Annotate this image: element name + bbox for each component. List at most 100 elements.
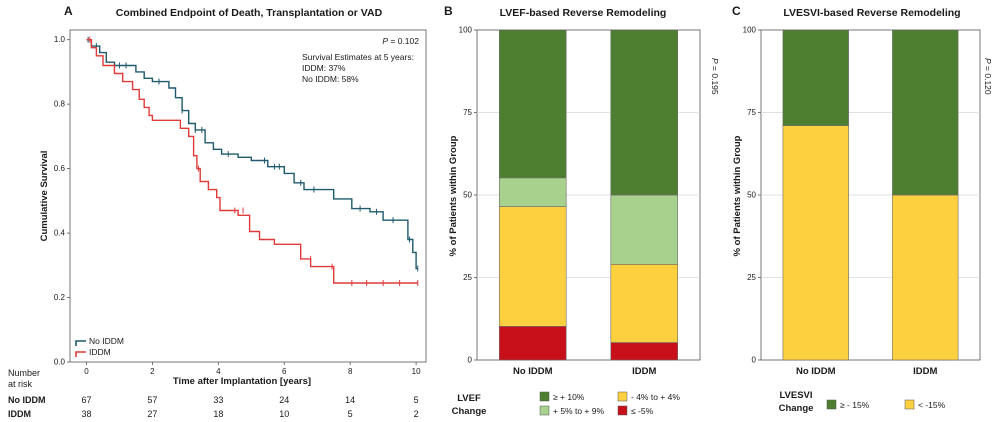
risk-value: 5	[348, 409, 353, 419]
legend-label: ≥ + 10%	[553, 392, 585, 402]
legend-swatch	[539, 391, 550, 402]
lvef-p-label: P	[710, 58, 720, 64]
km-legend: No IDDM IDDM	[75, 336, 124, 357]
bar-y-tick-label: 75	[747, 108, 756, 117]
legend-swatch	[904, 399, 915, 410]
legend-swatch	[617, 391, 628, 402]
lvef-panel: B LVEF-based Reverse Remodeling % of Pat…	[444, 4, 720, 417]
lvef-legend-title-line1: LVEF	[457, 393, 481, 404]
km-legend-no-iddm-swatch	[75, 340, 86, 346]
bar-category-label: No IDDM	[513, 366, 553, 377]
km-y-ticks: 0.0 0.2 0.4 0.6 0.8 1.0	[54, 35, 70, 367]
lvesvi-p-value: P = 0.120	[983, 58, 993, 95]
km-x-tick-label: 0	[84, 367, 89, 376]
km-x-tick-label: 4	[216, 367, 221, 376]
lvesvi-p-number: = 0.120	[983, 64, 993, 95]
km-p-value: P = 0.102	[382, 36, 419, 46]
bar-y-tick-label: 25	[463, 273, 472, 282]
bar-y-tick-label: 100	[459, 26, 473, 35]
lvesvi-panel: C LVESVI-based Reverse Remodeling % of P…	[732, 4, 993, 414]
bar-segment-5-to-9	[610, 194, 678, 265]
bar-y-tick-label: 0	[468, 356, 473, 365]
bar-category-label: IDDM	[913, 366, 937, 377]
km-x-tick-label: 2	[150, 367, 155, 376]
km-curves	[86, 36, 419, 287]
risk-value: 38	[81, 409, 91, 419]
panel-letter-a: A	[64, 4, 73, 18]
km-curve-no-iddm	[86, 39, 418, 270]
legend-swatch	[617, 405, 628, 416]
risk-value: 24	[279, 395, 289, 405]
km-y-tick-label: 0.8	[54, 100, 66, 109]
bar-y-tick-label: 0	[752, 356, 757, 365]
risk-row-label-no-iddm: No IDDM	[8, 395, 46, 405]
lvef-chart: 0 25 50 75 100 No IDDM IDDM	[459, 26, 701, 377]
bar-segment-5-to-9	[498, 177, 567, 207]
lvef-p-number: = 0.195	[710, 64, 720, 95]
risk-header-line1: Number	[8, 368, 40, 378]
bar-segment-10	[498, 29, 567, 179]
risk-value: 18	[213, 409, 223, 419]
lvef-p-value: P = 0.195	[710, 58, 720, 95]
bar-y-tick-label: 100	[743, 26, 757, 35]
bar-y-tick-label: 75	[463, 108, 472, 117]
legend-label: + 5% to + 9%	[553, 406, 604, 416]
bar-segment-4-to-4	[610, 263, 678, 343]
lvesvi-legend-title-line1: LVESVI	[779, 390, 812, 401]
km-x-ticks: 0 2 4 6 8 10	[84, 362, 421, 376]
km-panel: A Combined Endpoint of Death, Transplant…	[8, 4, 427, 419]
km-legend-no-iddm-label: No IDDM	[89, 336, 124, 346]
risk-value: 33	[213, 395, 223, 405]
km-estimate-iddm: IDDM: 37%	[302, 63, 346, 73]
km-x-tick-label: 6	[282, 367, 287, 376]
risk-header-line2: at risk	[8, 379, 33, 389]
bar-y-tick-label: 50	[463, 191, 472, 200]
risk-value: 67	[81, 395, 91, 405]
lvesvi-title: LVESVI-based Reverse Remodeling	[783, 7, 960, 19]
lvesvi-legend-title-line2: Change	[779, 403, 814, 414]
bar-segment-15	[892, 29, 959, 196]
km-x-axis-label: Time after Implantation [years]	[173, 376, 311, 387]
risk-row-label-iddm: IDDM	[8, 409, 31, 419]
bar-segment-15	[892, 194, 959, 361]
lvef-y-axis-label: % of Patients within Group	[448, 135, 459, 256]
risk-value: 14	[345, 395, 355, 405]
risk-value: 57	[147, 395, 157, 405]
km-y-tick-label: 1.0	[54, 35, 66, 44]
bar-segment-5	[610, 342, 678, 361]
lvef-title: LVEF-based Reverse Remodeling	[500, 7, 667, 19]
lvesvi-legend: ≥ - 15% < -15%	[826, 399, 946, 410]
bar-segment-15	[782, 29, 849, 126]
km-x-tick-label: 10	[412, 367, 421, 376]
lvef-legend: ≥ + 10% - 4% to + 4% + 5% to + 9% ≤ -5%	[539, 391, 680, 416]
km-estimates-title: Survival Estimates at 5 years:	[302, 52, 414, 62]
bar-segment-5	[498, 326, 567, 361]
lvesvi-y-axis-label: % of Patients within Group	[732, 135, 743, 256]
risk-value: 2	[414, 409, 419, 419]
risk-value: 10	[279, 409, 289, 419]
bar-category-label: IDDM	[632, 366, 656, 377]
lvef-legend-title-line2: Change	[452, 406, 487, 417]
km-y-axis-label: Cumulative Survival	[39, 151, 50, 242]
km-y-tick-label: 0.4	[54, 229, 66, 238]
km-title: Combined Endpoint of Death, Transplantat…	[116, 7, 383, 19]
lvesvi-p-label: P	[983, 58, 993, 64]
km-curve-iddm	[86, 39, 418, 284]
bar-segment-15	[782, 125, 849, 361]
legend-label: ≤ -5%	[631, 406, 654, 416]
bar-y-tick-label: 50	[747, 191, 756, 200]
bar-segment-10	[610, 29, 678, 196]
km-plot-frame	[69, 29, 427, 363]
risk-value: 27	[147, 409, 157, 419]
bar-y-tick-label: 25	[747, 273, 756, 282]
legend-label: - 4% to + 4%	[631, 392, 680, 402]
km-legend-iddm-label: IDDM	[89, 347, 111, 357]
km-y-tick-label: 0.0	[54, 358, 66, 367]
risk-value: 5	[414, 395, 419, 405]
bar-segment-4-to-4	[498, 206, 567, 327]
km-y-tick-label: 0.2	[54, 293, 66, 302]
bar-category-label: No IDDM	[796, 366, 836, 377]
panel-letter-b: B	[444, 4, 453, 18]
km-y-tick-label: 0.6	[54, 164, 66, 173]
